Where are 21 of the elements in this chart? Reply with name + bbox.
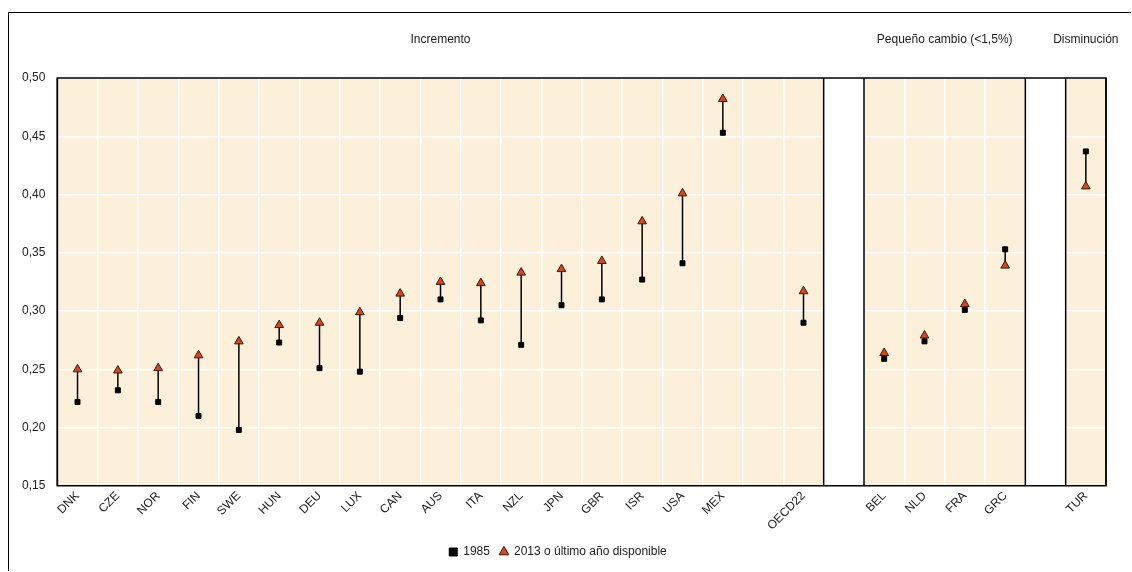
x-tick-label: NZL	[499, 488, 526, 515]
y-tick-label: 0,25	[22, 361, 46, 376]
y-tick-label: 0,50	[22, 70, 46, 85]
x-tick-label: ISR	[622, 488, 647, 513]
y-tick-label: 0,45	[22, 128, 46, 143]
x-tick-label: TUR	[1062, 488, 1091, 516]
x-tick-label: BEL	[862, 488, 889, 515]
band-label: Disminución	[1053, 32, 1119, 46]
y-tick-label: 0,35	[22, 245, 46, 260]
x-tick-label: FRA	[942, 488, 970, 516]
legend-label: 1985	[463, 544, 491, 559]
band-label: Incremento	[410, 32, 471, 46]
x-tick-label: ITA	[462, 488, 486, 511]
y-tick-label: 0,15	[22, 478, 46, 493]
y-tick-label: 0,20	[22, 419, 46, 434]
legend-label: 2013 o último año disponible	[513, 544, 668, 559]
y-tick-label: 0,40	[22, 186, 46, 201]
band-label: Pequeño cambio (<1,5%)	[876, 32, 1013, 46]
x-tick-label: USA	[659, 488, 687, 516]
x-tick-label: FIN	[179, 488, 203, 513]
y-tick-label: 0,30	[22, 303, 46, 318]
